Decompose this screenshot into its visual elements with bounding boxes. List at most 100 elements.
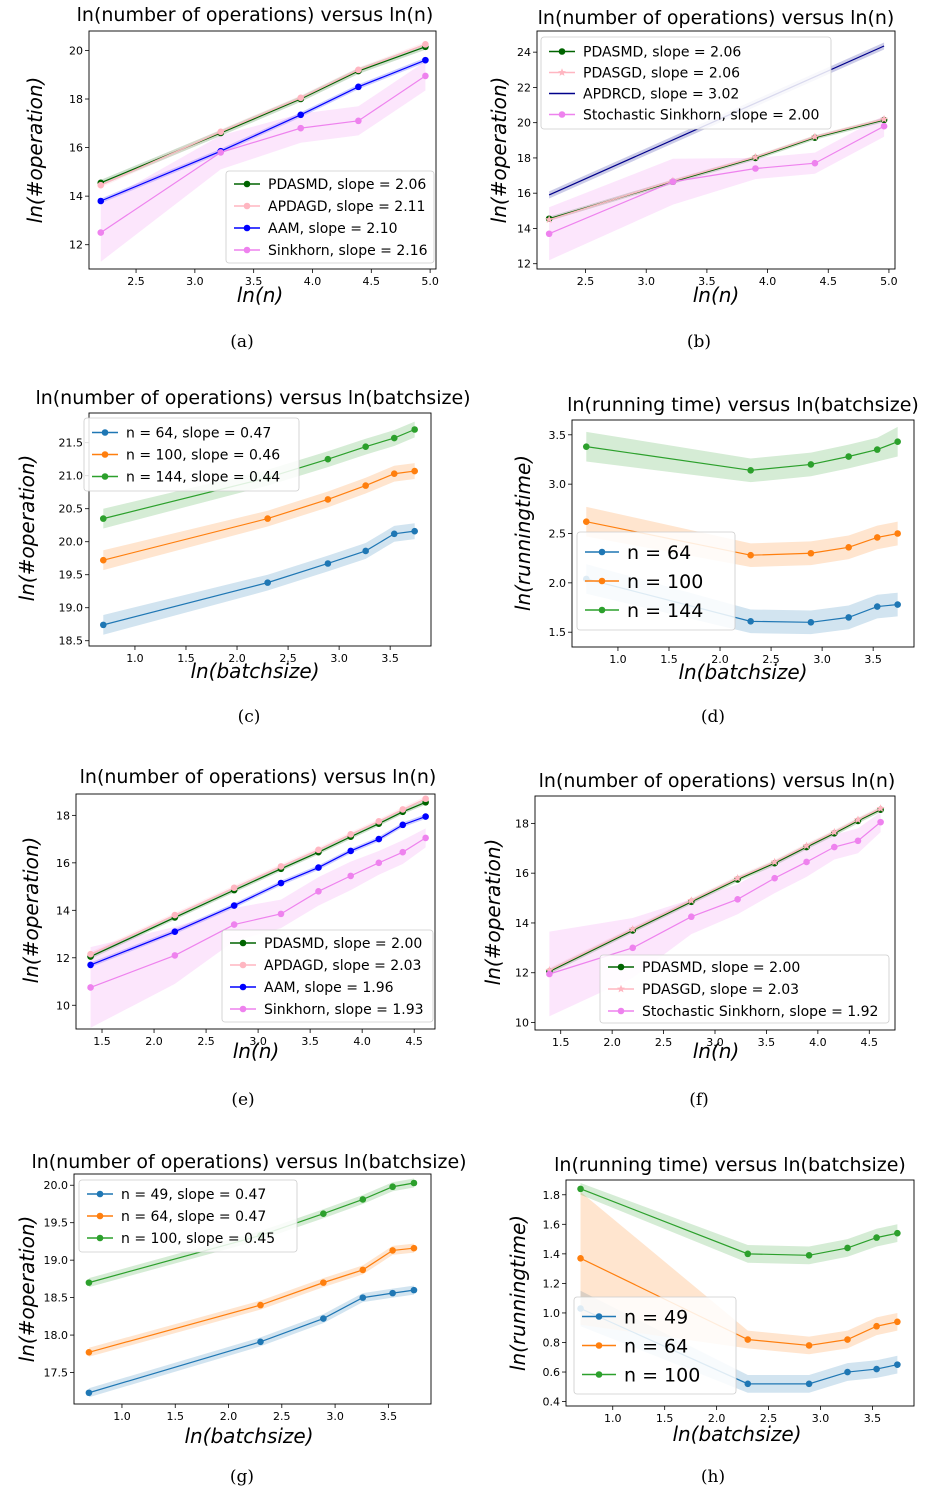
legend-label: PDASMD, slope = 2.06 bbox=[583, 45, 741, 61]
plot-area bbox=[85, 1178, 418, 1398]
x-tick-label: 1.5 bbox=[166, 1410, 184, 1423]
x-tick-label: 1.5 bbox=[656, 1412, 674, 1425]
series-line bbox=[88, 1247, 415, 1353]
data-point bbox=[297, 94, 305, 102]
legend-marker bbox=[239, 961, 247, 969]
series-line bbox=[88, 1289, 415, 1394]
legend-marker bbox=[243, 180, 251, 188]
data-point bbox=[277, 863, 285, 870]
data-point bbox=[894, 530, 901, 537]
x-tick-label: 2.5 bbox=[760, 1412, 778, 1425]
chart-title: ln(running time) versus ln(batchsize) bbox=[554, 1154, 906, 1176]
chart-panel-a: ln(number of operations) versus ln(n) 2.5… bbox=[23, 4, 439, 352]
y-tick-label: 21.0 bbox=[59, 470, 84, 483]
legend-marker bbox=[595, 1371, 603, 1378]
legend-marker bbox=[617, 984, 625, 993]
legend-label: PDASMD, slope = 2.06 bbox=[268, 177, 426, 193]
x-tick-label: 1.0 bbox=[609, 653, 627, 666]
data-point bbox=[355, 66, 362, 74]
legend-label: n = 144, slope = 0.44 bbox=[126, 470, 280, 486]
data-point bbox=[807, 549, 815, 557]
y-tick-label: 18.5 bbox=[59, 635, 84, 648]
y-tick-label: 19.5 bbox=[59, 569, 84, 582]
data-point bbox=[85, 1389, 93, 1397]
x-tick-label: 3.0 bbox=[330, 652, 348, 665]
data-point bbox=[844, 1368, 851, 1376]
x-axis-label: ln(batchsize) bbox=[190, 659, 319, 683]
legend-label: n = 49, slope = 0.47 bbox=[121, 1187, 266, 1203]
data-point bbox=[422, 56, 429, 64]
data-point bbox=[747, 467, 754, 474]
series-band bbox=[549, 115, 885, 261]
y-tick-label: 19.0 bbox=[44, 1254, 69, 1267]
series-band bbox=[103, 523, 415, 635]
chart-panel-b: ln(number of operations) versus ln(n) 2.5… bbox=[487, 7, 898, 352]
data-point bbox=[880, 114, 889, 123]
data-point bbox=[315, 888, 322, 895]
y-tick-label: 14 bbox=[56, 904, 70, 917]
chart-title: ln(number of operations) versus ln(n) bbox=[80, 766, 437, 788]
legend-marker bbox=[96, 1212, 104, 1220]
legend-marker bbox=[243, 202, 251, 210]
x-axis-label: ln(n) bbox=[233, 1039, 280, 1063]
data-point bbox=[359, 1294, 367, 1301]
axes-frame bbox=[571, 419, 915, 648]
chart-panel-f: ln(number of operations) versus ln(n) 1.5… bbox=[481, 770, 896, 1110]
y-tick-label: 21.5 bbox=[59, 437, 84, 450]
series-line bbox=[103, 470, 415, 561]
y-tick-label: 12 bbox=[515, 967, 529, 980]
data-point bbox=[802, 841, 811, 850]
data-point bbox=[752, 165, 759, 172]
data-point bbox=[217, 149, 225, 156]
legend-marker bbox=[595, 1313, 603, 1320]
axes-frame bbox=[88, 30, 437, 270]
x-tick-label: 1.0 bbox=[113, 1410, 131, 1423]
legend-marker bbox=[101, 451, 109, 458]
x-tick-label: 3.0 bbox=[812, 1412, 830, 1425]
legend-marker bbox=[595, 1342, 603, 1349]
series-band bbox=[100, 61, 426, 262]
legend-marker bbox=[598, 577, 606, 585]
y-tick-label: 20 bbox=[69, 44, 83, 57]
legend-marker bbox=[239, 939, 247, 947]
axes-frame bbox=[75, 793, 436, 1030]
data-point bbox=[545, 215, 554, 224]
y-tick-label: 18 bbox=[56, 809, 70, 822]
x-tick-label: 2.0 bbox=[603, 1036, 621, 1049]
y-tick-label: 0.8 bbox=[543, 1336, 561, 1349]
y-tick-label: 10 bbox=[515, 1017, 529, 1030]
x-tick-label: 1.0 bbox=[604, 1412, 622, 1425]
panel-caption: (c) bbox=[238, 707, 261, 727]
data-point bbox=[628, 924, 637, 933]
data-point bbox=[880, 122, 888, 130]
chart-panel-h: ln(running time) versus ln(batchsize) 1.0… bbox=[506, 1154, 915, 1487]
legend-box bbox=[573, 1296, 737, 1395]
y-tick-label: 24 bbox=[517, 46, 531, 59]
panel-caption: (d) bbox=[701, 707, 725, 727]
x-tick-label: 2.5 bbox=[279, 652, 297, 665]
data-point bbox=[582, 518, 590, 525]
data-point bbox=[873, 446, 881, 453]
y-tick-label: 0.6 bbox=[543, 1366, 561, 1379]
data-point bbox=[747, 618, 754, 625]
data-point bbox=[87, 961, 94, 969]
x-tick-label: 2.5 bbox=[273, 1410, 291, 1423]
data-point bbox=[97, 229, 105, 236]
data-point bbox=[873, 1322, 880, 1330]
data-point bbox=[422, 813, 429, 820]
data-point bbox=[747, 551, 754, 559]
data-point bbox=[277, 879, 285, 887]
data-point bbox=[320, 1210, 327, 1218]
data-point bbox=[320, 1315, 327, 1322]
legend-label: Sinkhorn, slope = 2.16 bbox=[268, 243, 428, 259]
legend: n = 64, slope = 0.47 n = 100, slope = 0.4… bbox=[83, 417, 300, 492]
data-point bbox=[315, 846, 322, 854]
y-tick-label: 2.5 bbox=[549, 528, 567, 541]
data-point bbox=[577, 1254, 584, 1262]
y-tick-label: 19.5 bbox=[44, 1217, 69, 1230]
data-point bbox=[844, 1336, 851, 1343]
data-point bbox=[411, 467, 418, 475]
chart-title: ln(number of operations) versus ln(batch… bbox=[31, 1151, 466, 1173]
y-axis-label: ln(runningtime) bbox=[506, 1215, 530, 1371]
legend-marker bbox=[558, 68, 566, 76]
